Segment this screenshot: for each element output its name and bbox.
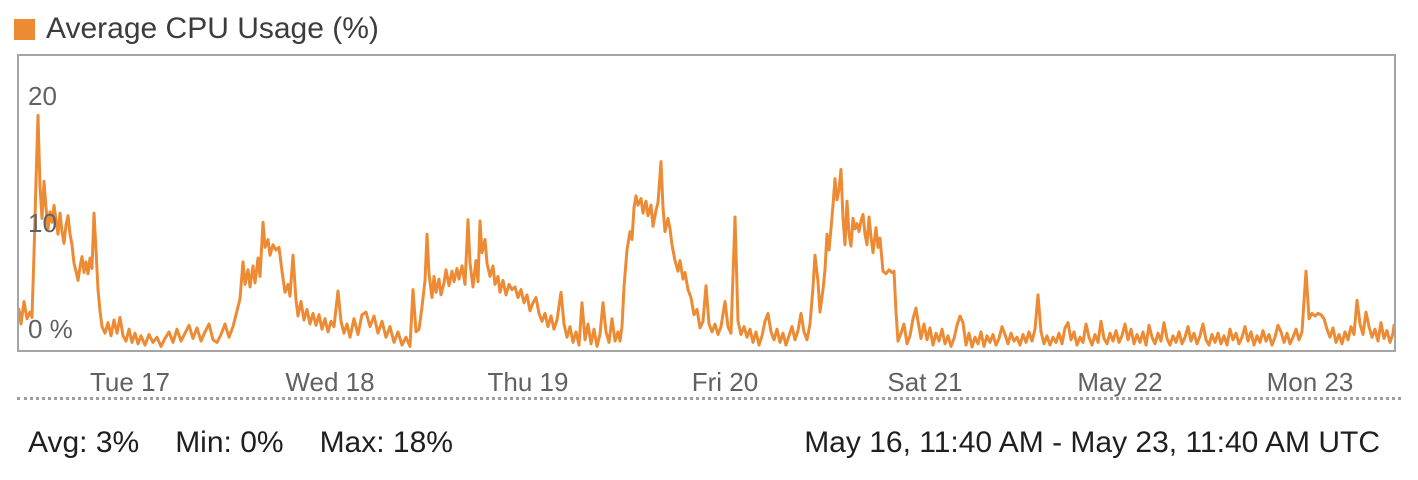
x-axis-label: Thu 19 [487,367,569,397]
cpu-usage-chart-svg [19,113,1394,349]
x-axis-label: Sat 21 [887,367,963,397]
stat-min: Min: 0% [175,426,284,459]
y-axis-label: 0 % [28,314,73,344]
x-axis-labels: Tue 17 Wed 18 Thu 19 Fri 20 Sat 21 May 22 Mon … [0,366,1418,398]
time-range-label: May 16, 11:40 AM - May 23, 11:40 AM UTC [804,426,1380,459]
y-axis-label: 10 [28,208,57,238]
x-axis-label: Tue 17 [90,367,170,397]
legend-label: Average CPU Usage (%) [46,12,379,45]
stat-max: Max: 18% [319,426,453,459]
x-axis-label: May 22 [1077,367,1163,397]
legend-color-swatch [14,18,35,40]
x-axis-label: Mon 23 [1266,367,1354,397]
cpu-usage-line-series [19,113,1394,349]
chart-legend[interactable]: Average CPU Usage (%) [14,12,379,46]
y-axis-label: 20 [28,81,57,111]
x-axis-label: Wed 18 [285,367,375,397]
stats-summary: Avg: 3% Min: 0% Max: 18% [28,426,453,460]
dotted-separator [17,397,1401,400]
cpu-usage-chart-plot-area[interactable]: 20 10 0 % [17,54,1396,352]
x-axis-label: Fri 20 [691,367,759,397]
stat-avg: Avg: 3% [28,426,140,459]
